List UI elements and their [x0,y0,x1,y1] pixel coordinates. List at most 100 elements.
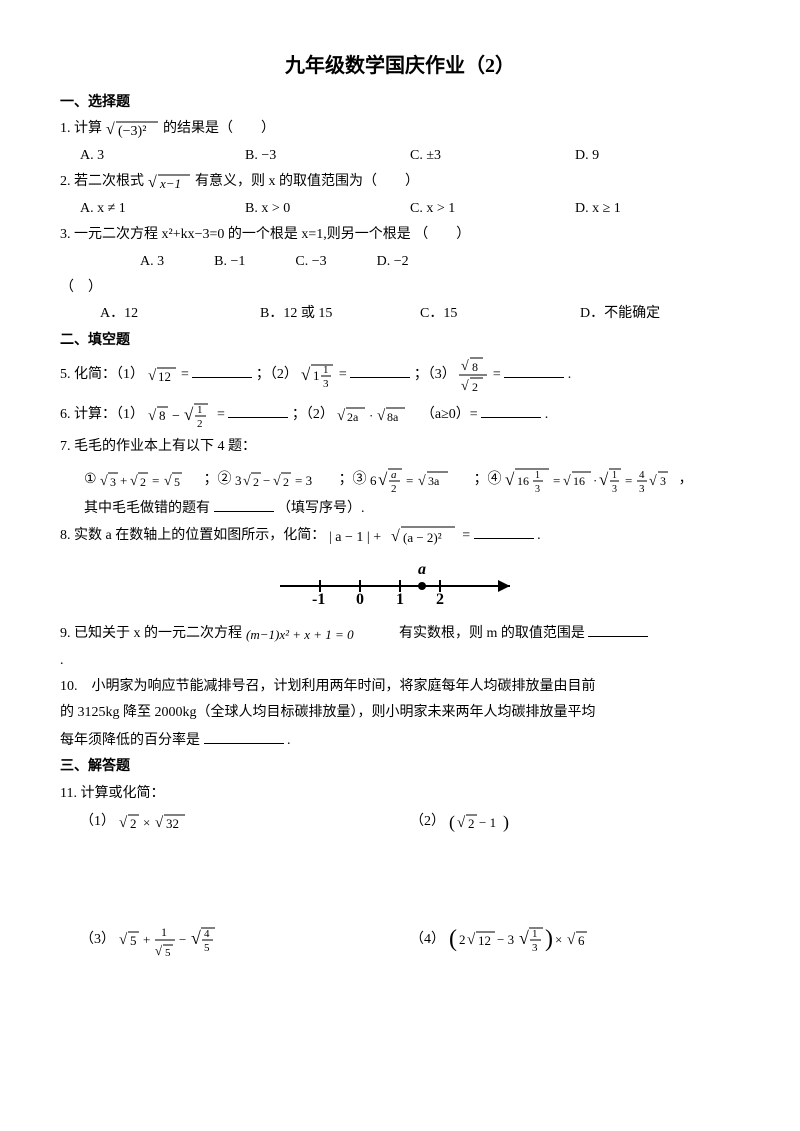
svg-text:12: 12 [478,933,491,948]
svg-text:√: √ [148,408,157,424]
svg-text:2: 2 [283,475,289,489]
q7-blank [214,497,274,512]
svg-text:x−1: x−1 [159,176,181,191]
number-line-svg: a -1 0 1 2 [270,556,530,606]
svg-text:√: √ [467,932,476,948]
question-9: 9. 已知关于 x 的一元二次方程 (m−1)x² + x + 1 = 0 有实… [60,622,740,645]
q5-blank2 [350,363,410,378]
svg-text:2: 2 [140,475,146,489]
q11-part4: （4） ( 2 √12 − 3 √ 13 ) × √6 [410,920,740,960]
q7-expr2: 3 √2 − √2 = 3 [235,470,335,490]
q6-expr1: √ 8 − √ 1 2 [148,398,214,432]
q1-stem-b: 的结果是（ ） [163,122,275,137]
svg-text:16: 16 [573,474,585,488]
svg-text:·: · [369,408,373,423]
svg-text:1: 1 [323,364,329,376]
q10-blank [204,729,284,744]
q5-eq3b: = [493,367,501,382]
question-3: 3. 一元二次方程 x²+kx−3=0 的一个根是 x=1,则另一个根是 （ ） [60,224,740,246]
q7-sep2: ；③ [339,472,367,487]
q9-expr: (m−1)x² + x + 1 = 0 [246,624,396,644]
svg-text:1: 1 [532,928,538,940]
q7-tail-a: 其中毛毛做错的题有 [84,501,210,516]
svg-text:− 1: − 1 [479,815,496,830]
svg-text:√: √ [164,474,172,489]
q11-expr1: √2 × √32 [119,812,199,832]
q8-stem-b: = [462,528,470,543]
svg-text:=: = [406,473,413,488]
q4-opt-b: B．12 或 15 [260,303,420,325]
q5-sep2: ；（3） [414,367,456,382]
svg-text:√: √ [301,365,311,384]
svg-text:3: 3 [235,473,242,488]
q5-end: . [568,367,572,382]
svg-text:5: 5 [130,933,137,948]
svg-text:8a: 8a [387,410,399,424]
q11-row1: （1） √2 × √32 （2） ( √2 − 1 ) [80,811,740,834]
section-2-heading: 二、填空题 [60,330,740,352]
numline-a-label: a [418,561,426,578]
q11-part3: （3） √5 + 1 √5 − √ 45 [80,920,410,960]
q7-expr1: √3 + √2 = √5 [100,470,200,490]
svg-text:− 3: − 3 [497,932,514,947]
q6-stem: 6. 计算：（1） [60,407,144,422]
q11-expr2: ( √2 − 1 ) [449,811,519,833]
svg-text:√: √ [155,815,164,831]
svg-text:√: √ [191,928,201,948]
q5-eq1b: = [181,367,189,382]
svg-text:√: √ [148,174,157,191]
q7-item1a: ① [84,472,97,487]
q5-blank1 [192,363,252,378]
svg-text:2: 2 [436,591,444,606]
svg-text:−: − [172,409,180,424]
svg-text:3: 3 [110,475,116,489]
q4-opt-a: A．12 [100,303,260,325]
q1-opt-d: D. 9 [575,145,740,167]
q3-opt-d: D. −2 [377,251,409,273]
svg-text:√: √ [377,408,386,424]
svg-text:12: 12 [158,369,171,384]
svg-text:2: 2 [391,483,397,495]
svg-text:√: √ [461,359,469,374]
svg-text:√: √ [119,932,128,948]
q6-sep1: ；（2） [292,407,334,422]
svg-text:2: 2 [253,475,259,489]
svg-text:−: − [179,932,186,947]
q2-options: A. x ≠ 1 B. x > 0 C. x > 1 D. x ≥ 1 [80,198,740,220]
svg-text:1: 1 [612,470,617,481]
svg-text:√: √ [100,474,108,489]
q5-eq2b: = [339,367,347,382]
svg-text:): ) [545,926,553,952]
q9-stem-b: 有实数根，则 m 的取值范围是 [399,626,585,641]
svg-text:√: √ [563,474,571,489]
svg-text:3: 3 [532,942,538,954]
q4-opt-c: C．15 [420,303,580,325]
number-line: a -1 0 1 2 [60,556,740,614]
svg-text:×: × [555,932,562,947]
svg-text:5: 5 [204,942,210,954]
q7-expr3: 6 √ a 2 = √3a [370,463,470,497]
q6-eq1b: = [217,407,225,422]
svg-text:2: 2 [472,380,478,394]
q2-opt-a: A. x ≠ 1 [80,198,245,220]
svg-text:1: 1 [161,925,167,939]
q3-options: A. 3 B. −1 C. −3 D. −2 [140,251,740,273]
question-2: 2. 若二次根式 √ x−1 有意义，则 x 的取值范围为（ ） [60,171,740,193]
svg-text:5: 5 [165,947,171,959]
q10-end: . [287,733,291,748]
svg-text:3: 3 [660,474,666,488]
svg-text:3: 3 [612,484,617,495]
q1-expr: √ (−3)² [106,118,160,140]
q11-row2: （3） √5 + 1 √5 − √ 45 （4） ( 2 √12 − 3 √ 1… [80,920,740,960]
svg-text:√: √ [243,474,251,489]
svg-text:=: = [152,473,159,488]
q11-part1: （1） √2 × √32 [80,811,410,834]
q1-opt-c: C. ±3 [410,145,575,167]
svg-text:×: × [143,815,150,830]
svg-text:4: 4 [204,928,210,940]
q2-expr: √ x−1 [148,172,192,192]
q6-blank1 [228,403,288,418]
q6-blank2 [481,403,541,418]
svg-text:2: 2 [459,932,466,947]
q11-expr3: √5 + 1 √5 − √ 45 [119,920,239,960]
